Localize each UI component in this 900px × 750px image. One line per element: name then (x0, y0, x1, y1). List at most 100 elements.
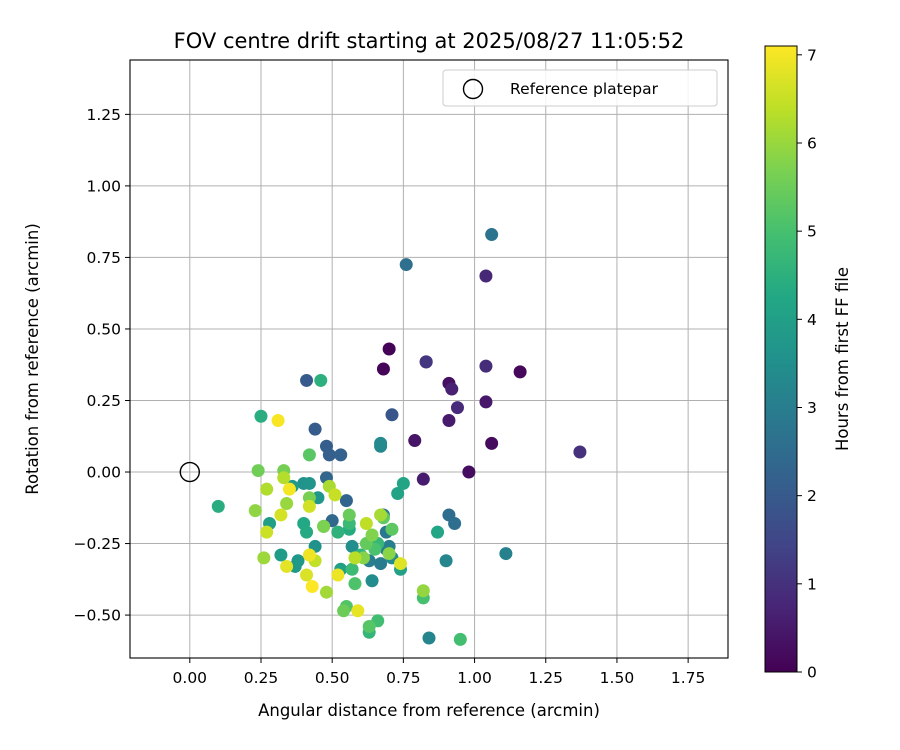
data-point (331, 525, 345, 539)
data-point (513, 365, 527, 379)
data-point (300, 373, 314, 387)
data-point (302, 548, 316, 562)
data-point (257, 551, 271, 565)
grid (130, 60, 728, 658)
y-tick-label: −0.50 (74, 607, 122, 625)
data-point (365, 574, 379, 588)
colorbar-label: Hours from first FF file (833, 267, 852, 451)
data-point (282, 482, 296, 496)
x-tick-label: 1.00 (457, 669, 492, 687)
x-tick-label: 1.50 (600, 669, 635, 687)
y-tick-label: 0.25 (86, 392, 121, 410)
x-tick-label: 0.25 (244, 669, 279, 687)
colorbar-gradient (764, 45, 798, 673)
data-point (399, 258, 413, 272)
y-axis: −0.50 −0.25 0.00 0.25 0.50 0.75 1.00 1.25 (74, 106, 130, 625)
data-point (365, 528, 379, 542)
data-point (385, 522, 399, 536)
data-point (462, 465, 476, 479)
data-point (376, 362, 390, 376)
data-point (339, 494, 353, 508)
y-tick-label: 0.50 (86, 320, 121, 338)
colorbar-tick-label: 6 (807, 134, 817, 152)
legend-marker-icon (462, 78, 484, 100)
y-tick-label: 1.25 (86, 106, 121, 124)
colorbar-tick-label: 1 (807, 575, 817, 593)
data-point (374, 436, 388, 450)
colorbar-tick-label: 0 (807, 664, 817, 682)
x-tick-label: 1.75 (671, 669, 706, 687)
data-point (280, 496, 294, 510)
data-point (274, 508, 288, 522)
data-point (334, 448, 348, 462)
data-point (408, 434, 422, 448)
colorbar-tick-label: 7 (807, 46, 817, 64)
colorbar-tick-label: 2 (807, 487, 817, 505)
data-point (448, 517, 462, 531)
legend-entry-label: Reference platepar (510, 80, 659, 98)
data-point (300, 568, 314, 582)
data-point (260, 482, 274, 496)
plot-frame (129, 59, 729, 659)
data-point (485, 436, 499, 450)
data-point (416, 584, 430, 598)
data-point (248, 504, 262, 518)
colorbar-tick-label: 5 (807, 223, 817, 241)
data-point (331, 568, 345, 582)
data-point (345, 562, 359, 576)
data-point (382, 547, 396, 561)
x-tick-label: 0.50 (315, 669, 350, 687)
data-point (419, 355, 433, 369)
x-tick-label: 0.00 (173, 669, 208, 687)
y-tick-label: 0.75 (86, 249, 121, 267)
data-point (374, 508, 388, 522)
data-point (431, 525, 445, 539)
data-point (345, 539, 359, 553)
data-point (274, 548, 288, 562)
y-axis-label: Rotation from reference (arcmin) (23, 223, 42, 495)
data-point (322, 448, 336, 462)
colorbar-ticks: 0 1 2 3 4 5 6 7 (797, 46, 817, 682)
data-point (317, 519, 331, 533)
data-point (479, 359, 493, 373)
data-point (445, 382, 459, 396)
colorbar-tick-label: 4 (807, 311, 817, 329)
data-point (348, 551, 362, 565)
data-point (251, 464, 265, 478)
y-tick-label: 1.00 (86, 177, 121, 195)
data-point (254, 409, 268, 423)
data-point (416, 472, 430, 486)
data-point (374, 557, 388, 571)
data-point (342, 508, 356, 522)
data-point (479, 395, 493, 409)
data-point (314, 373, 328, 387)
data-point (439, 554, 453, 568)
legend-box (442, 69, 718, 107)
data-point (260, 525, 274, 539)
data-point (442, 414, 456, 428)
data-point (271, 414, 285, 428)
x-axis: 0.00 0.25 0.50 0.75 1.00 1.25 1.50 1.75 (173, 658, 706, 687)
data-point (305, 579, 319, 593)
scatter-points (211, 228, 587, 646)
x-axis-label: Angular distance from reference (arcmin) (258, 701, 600, 720)
data-point (308, 422, 322, 436)
data-point (277, 471, 291, 485)
data-point (391, 486, 405, 500)
data-point (385, 408, 399, 422)
data-point (422, 631, 436, 645)
data-point (450, 401, 464, 415)
data-point (479, 269, 493, 283)
colorbar-tick-label: 3 (807, 399, 817, 417)
data-point (302, 499, 316, 513)
x-tick-label: 0.75 (386, 669, 421, 687)
data-point (394, 557, 408, 571)
data-point (499, 547, 513, 561)
data-point (211, 499, 225, 513)
data-point (328, 488, 342, 502)
data-point (302, 448, 316, 462)
data-point (302, 476, 316, 490)
data-point (337, 604, 351, 618)
legend: Reference platepar (442, 69, 718, 107)
